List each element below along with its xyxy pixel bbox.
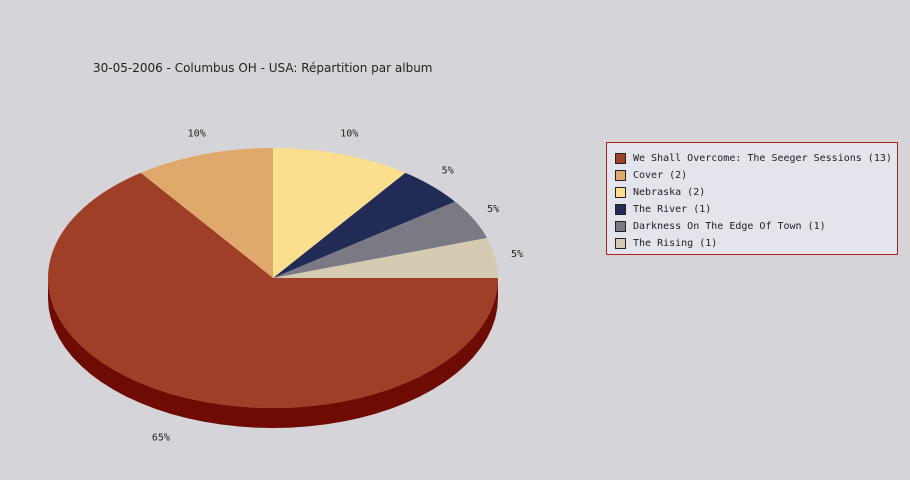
chart-title: 30-05-2006 - Columbus OH - USA: Répartit… — [93, 61, 433, 75]
legend-label: Nebraska (2) — [633, 187, 706, 198]
legend-label: The Rising (1) — [633, 238, 718, 249]
legend-label: Cover (2) — [633, 170, 688, 181]
legend-swatch — [615, 204, 626, 215]
slice-4 — [273, 201, 487, 278]
legend-item: Darkness On The Edge Of Town (1) — [615, 218, 897, 235]
legend-label: The River (1) — [633, 204, 712, 215]
legend-item: The Rising (1) — [615, 235, 897, 252]
legend-swatch — [615, 170, 626, 181]
slice-label-4: 5% — [487, 204, 499, 215]
slice-5 — [273, 237, 498, 278]
legend-item: Cover (2) — [615, 167, 897, 184]
slice-1 — [140, 148, 273, 278]
slice-label-5: 5% — [511, 249, 523, 260]
legend-label: Darkness On The Edge Of Town (1) — [633, 221, 826, 232]
slice-label-1: 10% — [188, 128, 206, 139]
legend-swatch — [615, 221, 626, 232]
legend-swatch — [615, 187, 626, 198]
legend: We Shall Overcome: The Seeger Sessions (… — [606, 142, 898, 255]
slice-3 — [273, 172, 456, 278]
slice-2 — [273, 148, 406, 278]
legend-swatch — [615, 153, 626, 164]
legend-item: Nebraska (2) — [615, 184, 897, 201]
slice-label-0: 65% — [152, 432, 170, 443]
slice-label-2: 10% — [340, 128, 358, 139]
slice-0 — [48, 172, 499, 408]
slice-label-3: 5% — [442, 166, 454, 177]
legend-item: The River (1) — [615, 201, 897, 218]
legend-item: We Shall Overcome: The Seeger Sessions (… — [615, 150, 897, 167]
legend-label: We Shall Overcome: The Seeger Sessions (… — [633, 153, 892, 164]
legend-swatch — [615, 238, 626, 249]
